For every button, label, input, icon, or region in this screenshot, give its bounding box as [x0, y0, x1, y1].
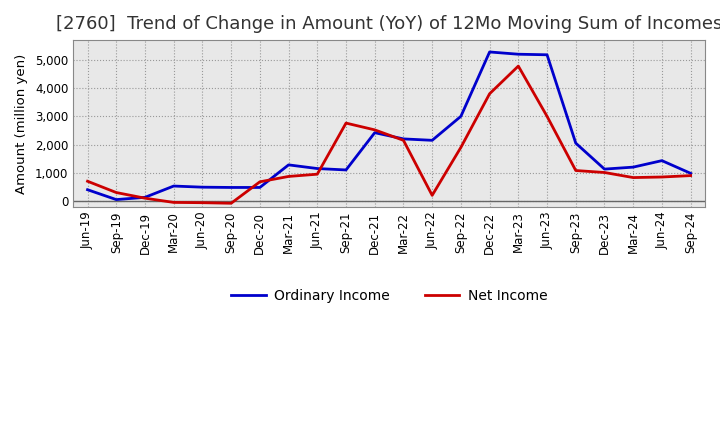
Y-axis label: Amount (million yen): Amount (million yen)	[15, 53, 28, 194]
Net Income	[84, 179, 92, 184]
Net Income	[572, 168, 580, 173]
Ordinary Income	[313, 166, 322, 171]
Net Income	[428, 193, 436, 198]
Net Income	[169, 200, 178, 205]
Ordinary Income	[686, 171, 695, 176]
Net Income	[485, 91, 494, 96]
Net Income	[629, 175, 637, 180]
Ordinary Income	[342, 167, 351, 172]
Net Income	[256, 179, 264, 184]
Title: [2760]  Trend of Change in Amount (YoY) of 12Mo Moving Sum of Incomes: [2760] Trend of Change in Amount (YoY) o…	[56, 15, 720, 33]
Ordinary Income	[84, 187, 92, 192]
Ordinary Income	[112, 197, 120, 202]
Ordinary Income	[657, 158, 666, 163]
Ordinary Income	[227, 185, 235, 190]
Net Income	[313, 172, 322, 177]
Net Income	[112, 190, 120, 195]
Net Income	[370, 127, 379, 132]
Ordinary Income	[600, 166, 609, 172]
Ordinary Income	[140, 194, 149, 200]
Line: Ordinary Income: Ordinary Income	[88, 52, 690, 200]
Legend: Ordinary Income, Net Income: Ordinary Income, Net Income	[225, 283, 553, 308]
Ordinary Income	[629, 165, 637, 170]
Net Income	[600, 170, 609, 175]
Net Income	[284, 174, 293, 179]
Ordinary Income	[169, 183, 178, 189]
Net Income	[456, 145, 465, 150]
Net Income	[399, 138, 408, 143]
Net Income	[686, 173, 695, 178]
Ordinary Income	[428, 138, 436, 143]
Ordinary Income	[543, 52, 552, 58]
Net Income	[227, 201, 235, 206]
Net Income	[543, 114, 552, 119]
Ordinary Income	[514, 51, 523, 57]
Ordinary Income	[399, 136, 408, 142]
Ordinary Income	[456, 114, 465, 119]
Ordinary Income	[572, 140, 580, 146]
Net Income	[514, 63, 523, 69]
Ordinary Income	[198, 184, 207, 190]
Net Income	[140, 195, 149, 201]
Line: Net Income: Net Income	[88, 66, 690, 203]
Net Income	[657, 174, 666, 180]
Net Income	[198, 200, 207, 205]
Ordinary Income	[370, 130, 379, 136]
Ordinary Income	[485, 49, 494, 55]
Ordinary Income	[284, 162, 293, 168]
Net Income	[342, 121, 351, 126]
Ordinary Income	[256, 185, 264, 190]
